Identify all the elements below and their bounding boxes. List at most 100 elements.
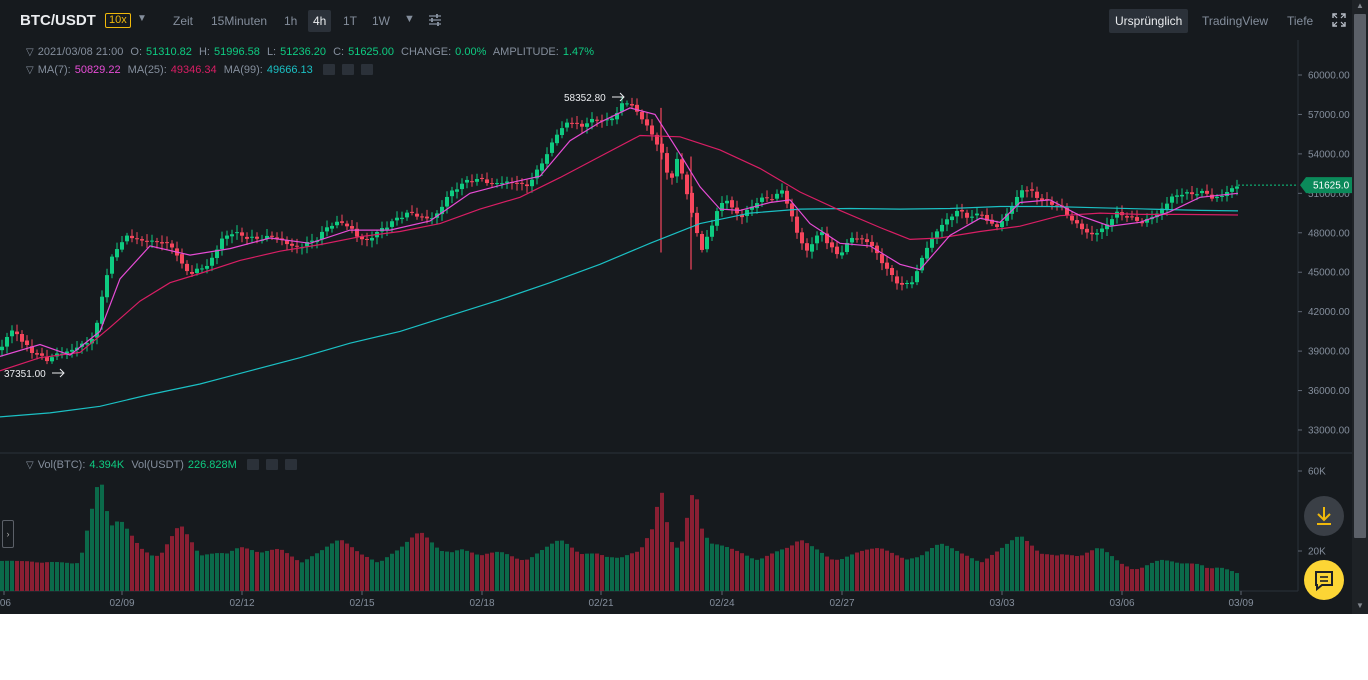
chevron-down-icon[interactable]: ▼ [137, 13, 147, 24]
volume-bar [1120, 563, 1124, 591]
candle-down [25, 340, 29, 346]
timeframe-4h[interactable]: 4h [308, 10, 332, 32]
volume-bar [670, 542, 674, 591]
leverage-badge[interactable]: 10x [105, 13, 131, 28]
gear-icon[interactable] [265, 458, 278, 470]
scrollbar-thumb[interactable] [1354, 14, 1366, 538]
chevron-down-icon[interactable]: ▽ [26, 460, 34, 471]
candle-down [685, 174, 689, 195]
volume-bar [545, 546, 549, 591]
candle-up [925, 247, 929, 259]
candle-up [200, 268, 204, 270]
volume-bar [1115, 560, 1119, 591]
candle-up [210, 257, 214, 266]
candle-up [405, 212, 409, 218]
chevron-down-icon[interactable]: ▽ [26, 47, 34, 58]
timeframe-zeit[interactable]: Zeit [173, 14, 194, 28]
volume-bar [85, 530, 89, 591]
view-tradingview[interactable]: TradingView [1202, 14, 1269, 28]
timeframe-1h[interactable]: 1h [284, 14, 298, 28]
candle-down [830, 242, 834, 248]
volume-bar [990, 554, 994, 591]
candle-up [745, 209, 749, 216]
volume-bar [285, 553, 289, 591]
volume-bar [880, 548, 884, 591]
candle-up [920, 257, 924, 271]
price-axis-label: 33000.00 [1308, 426, 1350, 437]
candle-down [365, 238, 369, 240]
candle-down [360, 236, 364, 240]
expand-icon[interactable] [1332, 13, 1346, 27]
ma7-line [0, 107, 1239, 357]
pair-title[interactable]: BTC/USDT [20, 12, 96, 29]
candle-down [1050, 201, 1054, 205]
volume-bar [475, 554, 479, 591]
volume-bar [215, 553, 219, 591]
volume-bar [430, 542, 434, 591]
volume-bar [295, 560, 299, 591]
volume-bar [530, 557, 534, 591]
candle-down [40, 353, 44, 356]
candle-up [220, 238, 224, 250]
candle-up [495, 183, 499, 185]
candle-down [480, 177, 484, 179]
date-axis-label: 02/18 [469, 598, 494, 609]
volume-bar [485, 553, 489, 591]
change-label: CHANGE: [401, 46, 452, 58]
candle-down [700, 233, 704, 250]
gear-icon[interactable] [341, 63, 354, 75]
volume-bar [900, 557, 904, 591]
volume-bar [515, 558, 519, 591]
volume-bar [1200, 565, 1204, 591]
close-icon[interactable] [360, 63, 373, 75]
price-axis-label: 57000.00 [1308, 110, 1350, 121]
date-axis-label: 03/09 [1228, 598, 1253, 609]
chat-button[interactable] [1304, 560, 1344, 600]
side-panel-toggle[interactable]: › [2, 520, 14, 548]
volume-bar [995, 551, 999, 591]
volume-bar [245, 548, 249, 591]
candle-up [910, 282, 914, 285]
candle-down [635, 104, 639, 112]
volume-bar [875, 548, 879, 591]
volume-bar [805, 543, 809, 591]
candle-up [1015, 196, 1019, 206]
page-scrollbar[interactable]: ▲ ▼ [1352, 0, 1368, 614]
chevron-down-icon[interactable]: ▽ [26, 65, 34, 76]
scroll-up-icon[interactable]: ▲ [1356, 1, 1364, 10]
volume-bar [525, 559, 529, 591]
view-depth[interactable]: Tiefe [1287, 14, 1314, 28]
candle-up [750, 206, 754, 210]
settings-sliders-icon[interactable] [428, 13, 442, 27]
scroll-down-icon[interactable]: ▼ [1356, 601, 1364, 610]
volume-bar [960, 553, 964, 591]
volume-bar [25, 561, 29, 591]
candle-up [1155, 213, 1159, 218]
close-icon[interactable] [284, 458, 297, 470]
volume-bar [65, 562, 69, 591]
high-label: H: [198, 46, 210, 58]
timeframe-15m[interactable]: 15Minuten [211, 14, 268, 28]
arrow-right-icon [52, 368, 65, 378]
candle-up [305, 242, 309, 247]
volume-bar [560, 540, 564, 591]
volume-bar [1210, 568, 1214, 591]
eye-icon[interactable] [322, 63, 335, 75]
candle-up [465, 179, 469, 183]
eye-icon[interactable] [246, 458, 259, 470]
candle-up [50, 357, 54, 362]
download-button[interactable] [1304, 496, 1344, 536]
volume-bar [195, 550, 199, 591]
price-axis-label: 45000.00 [1308, 268, 1350, 279]
timeframe-1t[interactable]: 1T [343, 14, 358, 28]
candle-up [395, 217, 399, 221]
candle-down [1025, 190, 1029, 192]
volume-bar [665, 522, 669, 591]
date-axis-label: 02/24 [709, 598, 734, 609]
view-original[interactable]: Ursprünglich [1109, 9, 1189, 33]
chart-canvas[interactable]: 60000.00 57000.00 54000.00 51000.00 48000.00… [0, 0, 1352, 614]
chevron-down-icon[interactable]: ▼ [404, 13, 415, 25]
candle-up [320, 231, 324, 240]
timeframe-1w[interactable]: 1W [372, 14, 390, 28]
volume-bar [1130, 569, 1134, 591]
